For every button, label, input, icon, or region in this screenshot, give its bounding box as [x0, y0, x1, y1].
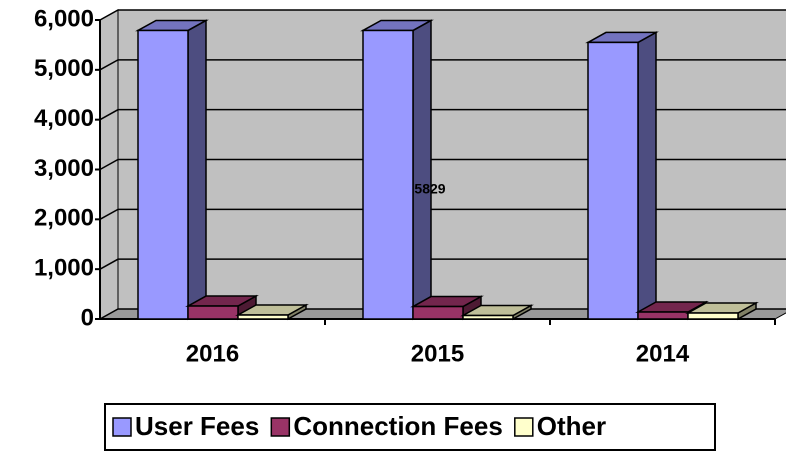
bar-side [412, 19, 432, 321]
bar [135, 19, 209, 321]
grid-line [99, 9, 786, 21]
grid-line [99, 158, 786, 171]
legend-label: Connection Fees [293, 411, 502, 441]
x-tick-label: 2016 [186, 340, 239, 367]
y-tick-label: 5,000 [34, 55, 94, 82]
x-tick-label: 2015 [411, 340, 464, 367]
bar [235, 303, 309, 321]
bar-front [137, 29, 189, 320]
legend-swatch [270, 417, 291, 437]
bar-front [687, 312, 739, 320]
legend-label: Other [537, 411, 606, 441]
x-tick-label: 2014 [636, 340, 690, 367]
bar-front [637, 311, 689, 320]
bar [585, 31, 659, 321]
bar-front [187, 305, 239, 320]
grid-line [99, 108, 786, 121]
grid-line [99, 208, 786, 220]
bar-side [637, 31, 657, 321]
y-tick-label: 3,000 [34, 155, 94, 182]
grid-line [99, 308, 786, 320]
bar-front [362, 29, 414, 320]
y-tick-label: 1,000 [34, 255, 94, 282]
annotation: 5829 [414, 181, 445, 197]
bar-front [587, 41, 639, 320]
y-tick-label: 6,000 [34, 5, 94, 32]
y-tick-label: 2,000 [34, 205, 94, 232]
legend-swatch [514, 417, 534, 437]
grid-line [99, 258, 786, 270]
grid-line [99, 59, 786, 71]
legend-label: User Fees [135, 411, 259, 441]
bar-front [237, 314, 289, 320]
bar [460, 304, 534, 321]
legend-box [104, 403, 716, 451]
bar-side [187, 19, 207, 321]
bar-front [412, 305, 464, 320]
bar [360, 19, 434, 321]
y-tick-label: 4,000 [34, 105, 94, 132]
bar-front [462, 314, 514, 320]
bar [685, 301, 759, 321]
legend-swatch [112, 417, 132, 437]
y-tick-label: 0 [81, 304, 94, 331]
